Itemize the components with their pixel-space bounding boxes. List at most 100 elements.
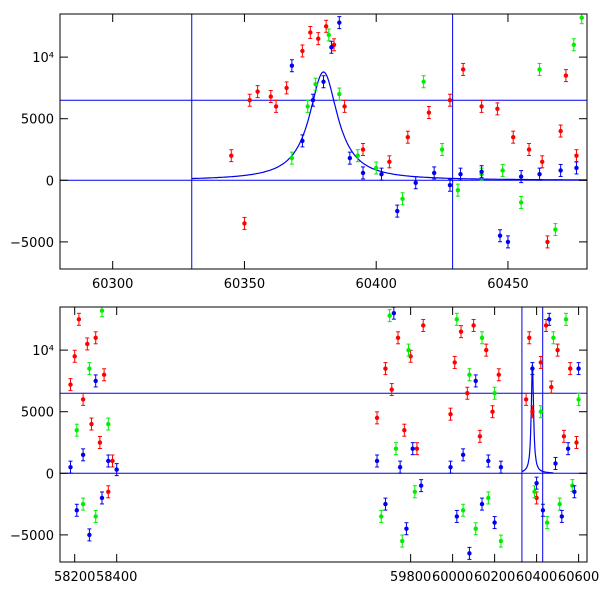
data-point (93, 514, 98, 519)
data-point (530, 409, 535, 414)
data-point (439, 147, 445, 152)
data-point (530, 366, 535, 371)
data-point (87, 532, 92, 538)
data-point (448, 411, 453, 417)
data-point (323, 24, 329, 29)
data-point (558, 128, 563, 134)
data-point (395, 335, 401, 340)
data-point (418, 483, 424, 488)
data-point (534, 480, 539, 486)
data-point (383, 501, 388, 507)
data-point (570, 483, 575, 488)
data-point (471, 323, 476, 328)
data-point (505, 239, 511, 245)
y-tick-label: 10⁴ (32, 51, 54, 66)
data-point (99, 308, 105, 313)
y-tick-label: −5000 (10, 236, 54, 251)
series-2 (68, 307, 581, 560)
data-point (413, 180, 418, 185)
y-tick-label: 0 (46, 467, 54, 482)
data-point (101, 372, 107, 377)
data-point (486, 495, 491, 501)
data-point (458, 329, 464, 334)
data-point (400, 538, 405, 544)
data-point (545, 239, 550, 245)
data-point (406, 347, 411, 353)
bottom-panel: 58200 58400 59800 60000 60200 60400 60600 −5000… (10, 306, 599, 585)
data-point (555, 347, 560, 353)
data-point (68, 464, 73, 470)
data-point (460, 452, 466, 458)
data-point (374, 415, 380, 421)
data-point (106, 458, 111, 464)
data-point (326, 32, 331, 38)
data-point (76, 317, 82, 322)
data-point (518, 174, 524, 179)
model-curve (521, 364, 554, 474)
data-point (426, 110, 432, 115)
data-point (557, 501, 562, 507)
data-point (431, 170, 437, 176)
data-point (473, 526, 478, 531)
data-point (477, 434, 483, 439)
data-point (110, 458, 115, 464)
y-tick-label: 10⁴ (32, 344, 54, 359)
data-point (114, 467, 119, 472)
data-point (313, 82, 318, 87)
data-point (391, 310, 397, 316)
data-point (467, 372, 472, 377)
data-point (93, 378, 98, 384)
data-point (389, 387, 394, 392)
data-point (106, 421, 111, 427)
data-point (408, 354, 413, 359)
data-point (460, 508, 466, 513)
data-point (387, 159, 392, 165)
data-point (308, 30, 313, 35)
data-point (400, 196, 405, 201)
data-point (268, 94, 273, 99)
data-point (571, 42, 577, 47)
data-point (479, 335, 485, 340)
data-point (574, 440, 579, 445)
data-point (527, 335, 532, 340)
data-point (574, 165, 579, 171)
x-tick-label: 59800 (390, 570, 431, 585)
data-point (511, 134, 516, 140)
data-point (360, 147, 366, 152)
data-point (495, 106, 500, 112)
data-point (93, 335, 98, 340)
series-2 (289, 16, 579, 249)
data-point (574, 153, 579, 158)
series-0 (229, 19, 579, 249)
data-point (393, 446, 399, 451)
x-tick-label: 58200 (54, 570, 95, 585)
data-point (405, 134, 411, 140)
data-point (553, 227, 558, 232)
data-point (242, 221, 247, 226)
data-point (447, 98, 453, 103)
data-point (500, 168, 505, 173)
data-point (544, 520, 550, 525)
data-point (540, 508, 546, 513)
data-point (454, 514, 460, 519)
data-point (342, 104, 347, 109)
data-point (492, 391, 497, 396)
data-point (379, 171, 384, 177)
data-point (412, 489, 418, 494)
data-point (465, 391, 470, 396)
data-point (347, 155, 353, 161)
data-point (538, 360, 544, 365)
data-point (497, 233, 503, 238)
data-point (360, 170, 366, 176)
data-point (74, 508, 79, 513)
data-point (421, 79, 426, 84)
top-panel: 60300 60350 60400 60450 −5000 0 5000 10⁴ (10, 13, 588, 292)
data-point (537, 171, 542, 177)
data-point (479, 501, 485, 507)
data-point (402, 427, 407, 433)
data-point (490, 409, 495, 414)
data-point (106, 489, 111, 494)
data-point (395, 208, 400, 214)
data-point (526, 147, 532, 152)
data-point (337, 91, 342, 97)
